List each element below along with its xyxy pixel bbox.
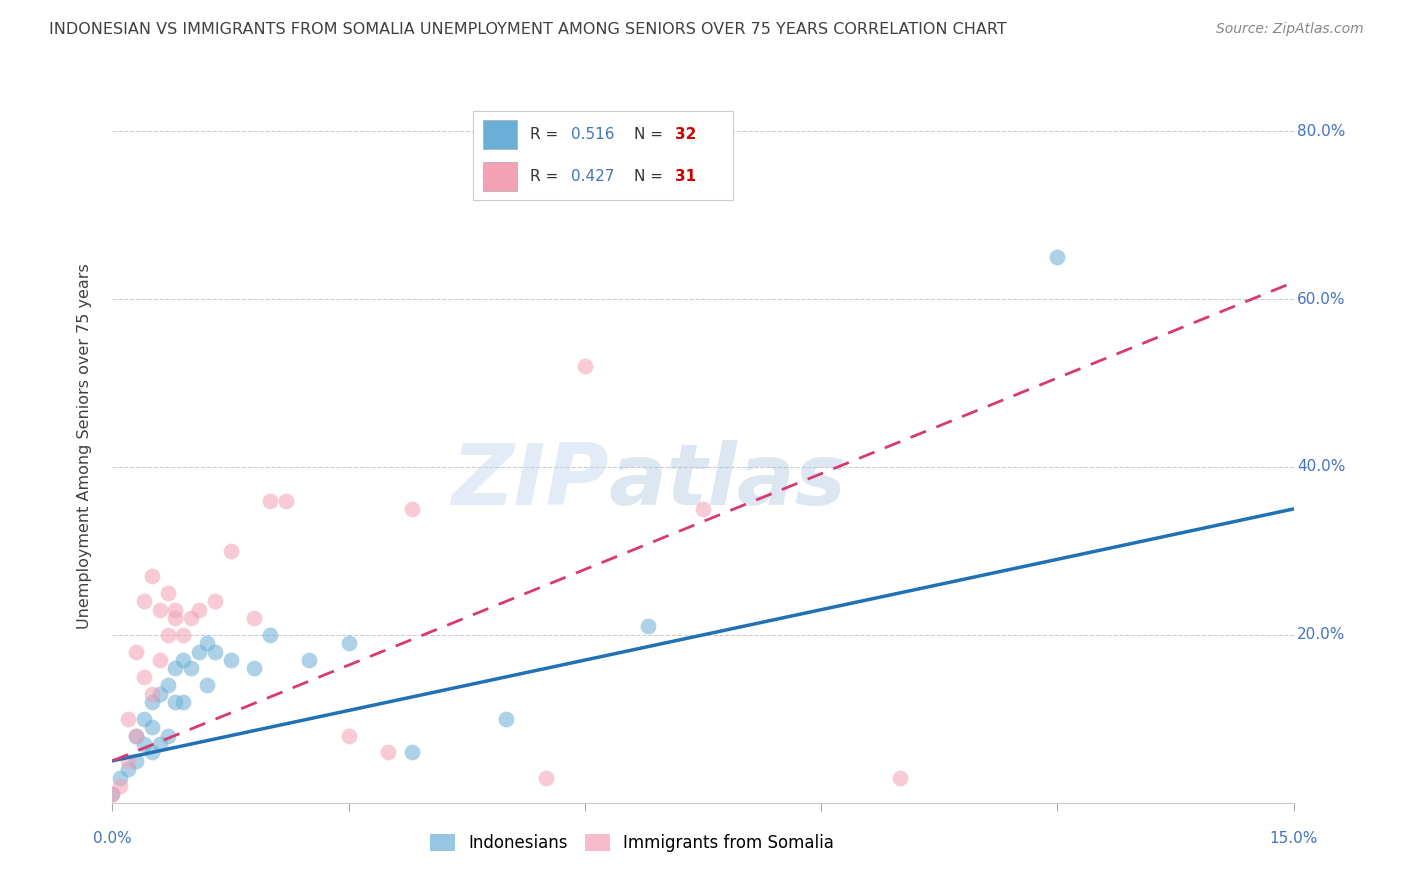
Point: [188, 603, 211, 617]
Point: [195, 678, 218, 692]
Point: [274, 493, 297, 508]
Point: [337, 636, 360, 650]
Point: [101, 788, 124, 802]
Text: 80.0%: 80.0%: [1298, 124, 1346, 138]
Point: [125, 645, 148, 659]
Point: [188, 645, 211, 659]
Point: [204, 645, 226, 659]
Point: [243, 611, 266, 625]
Point: [132, 670, 155, 684]
Point: [172, 653, 194, 667]
Point: [141, 695, 163, 709]
Point: [195, 636, 218, 650]
Text: INDONESIAN VS IMMIGRANTS FROM SOMALIA UNEMPLOYMENT AMONG SENIORS OVER 75 YEARS C: INDONESIAN VS IMMIGRANTS FROM SOMALIA UN…: [49, 22, 1007, 37]
Point: [149, 737, 172, 751]
Point: [149, 653, 172, 667]
Point: [125, 729, 148, 743]
Point: [156, 586, 179, 600]
Point: [165, 603, 187, 617]
Point: [692, 502, 714, 516]
Point: [132, 737, 155, 751]
Point: [156, 628, 179, 642]
Point: [132, 594, 155, 608]
Point: [180, 661, 202, 675]
Point: [117, 754, 139, 768]
Text: 20.0%: 20.0%: [1298, 627, 1346, 642]
Point: [243, 661, 266, 675]
Point: [172, 695, 194, 709]
Text: 60.0%: 60.0%: [1298, 292, 1346, 307]
Point: [149, 687, 172, 701]
Text: 15.0%: 15.0%: [1270, 831, 1317, 847]
Point: [298, 653, 321, 667]
Point: [495, 712, 517, 726]
Point: [141, 569, 163, 583]
Point: [110, 779, 132, 793]
Point: [141, 687, 163, 701]
Point: [337, 729, 360, 743]
Point: [149, 603, 172, 617]
Point: [165, 695, 187, 709]
Point: [377, 746, 399, 760]
Point: [259, 628, 281, 642]
Point: [110, 771, 132, 785]
Y-axis label: Unemployment Among Seniors over 75 years: Unemployment Among Seniors over 75 years: [77, 263, 91, 629]
Point: [259, 493, 281, 508]
Point: [117, 762, 139, 776]
Point: [204, 594, 226, 608]
Point: [172, 628, 194, 642]
Point: [101, 788, 124, 802]
Point: [219, 544, 242, 558]
Point: [534, 771, 557, 785]
Point: [637, 619, 659, 633]
Point: [889, 771, 911, 785]
Point: [156, 729, 179, 743]
Point: [125, 754, 148, 768]
Point: [165, 661, 187, 675]
Point: [180, 611, 202, 625]
Point: [156, 678, 179, 692]
Text: Source: ZipAtlas.com: Source: ZipAtlas.com: [1216, 22, 1364, 37]
Point: [125, 729, 148, 743]
Point: [165, 611, 187, 625]
Text: 40.0%: 40.0%: [1298, 459, 1346, 475]
Point: [1046, 250, 1069, 264]
Point: [574, 359, 596, 374]
Text: atlas: atlas: [609, 440, 846, 524]
Point: [219, 653, 242, 667]
Point: [141, 746, 163, 760]
Point: [401, 746, 423, 760]
Legend: Indonesians, Immigrants from Somalia: Indonesians, Immigrants from Somalia: [423, 827, 841, 859]
Text: 0.0%: 0.0%: [93, 831, 132, 847]
Point: [117, 712, 139, 726]
Text: ZIP: ZIP: [451, 440, 609, 524]
Point: [141, 720, 163, 734]
Point: [132, 712, 155, 726]
Point: [401, 502, 423, 516]
